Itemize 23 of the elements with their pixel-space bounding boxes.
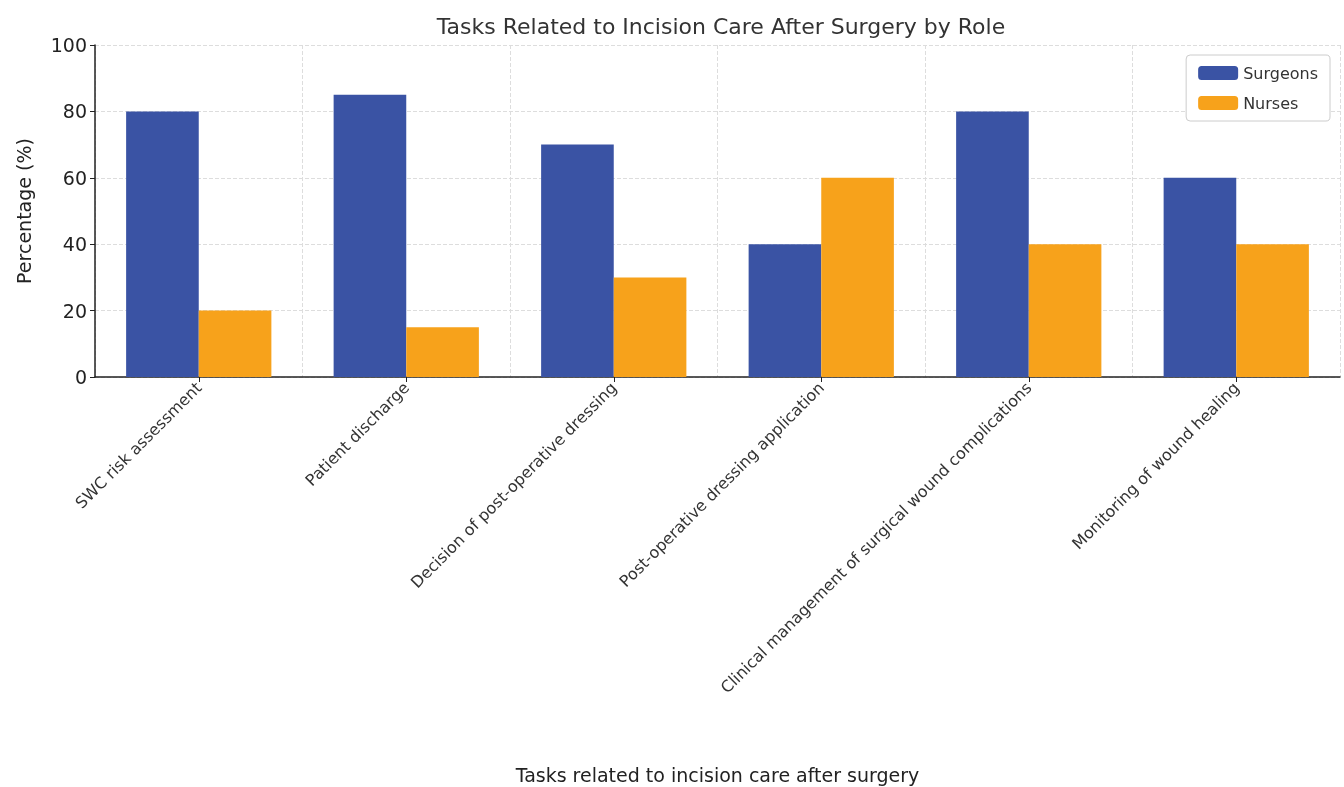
y-tick-label: 60: [62, 166, 87, 189]
bar: [406, 327, 479, 377]
chart-title: Tasks Related to Incision Care After Surgery by Role: [435, 13, 1006, 39]
bar: [1028, 244, 1102, 377]
bar: [1236, 244, 1309, 377]
y-tick-label: 20: [62, 299, 87, 322]
legend-label: Nurses: [1243, 93, 1299, 113]
bar: [333, 94, 407, 377]
y-tick-label: 40: [62, 233, 87, 256]
bar: [1163, 177, 1237, 377]
y-axis-title: Percentage (%): [12, 138, 35, 284]
x-axis-title: Tasks related to incision care after surgery: [514, 763, 920, 786]
bar: [613, 277, 687, 377]
bar: [126, 111, 199, 377]
bar: [748, 244, 822, 377]
bar: [956, 111, 1029, 377]
bar: [198, 310, 272, 377]
bar: [821, 177, 894, 377]
y-tick-label: 80: [62, 100, 87, 123]
legend-label: Surgeons: [1243, 63, 1318, 83]
bar: [541, 144, 614, 377]
y-tick-label: 100: [50, 34, 87, 56]
y-tick-label: 0: [74, 366, 87, 388]
